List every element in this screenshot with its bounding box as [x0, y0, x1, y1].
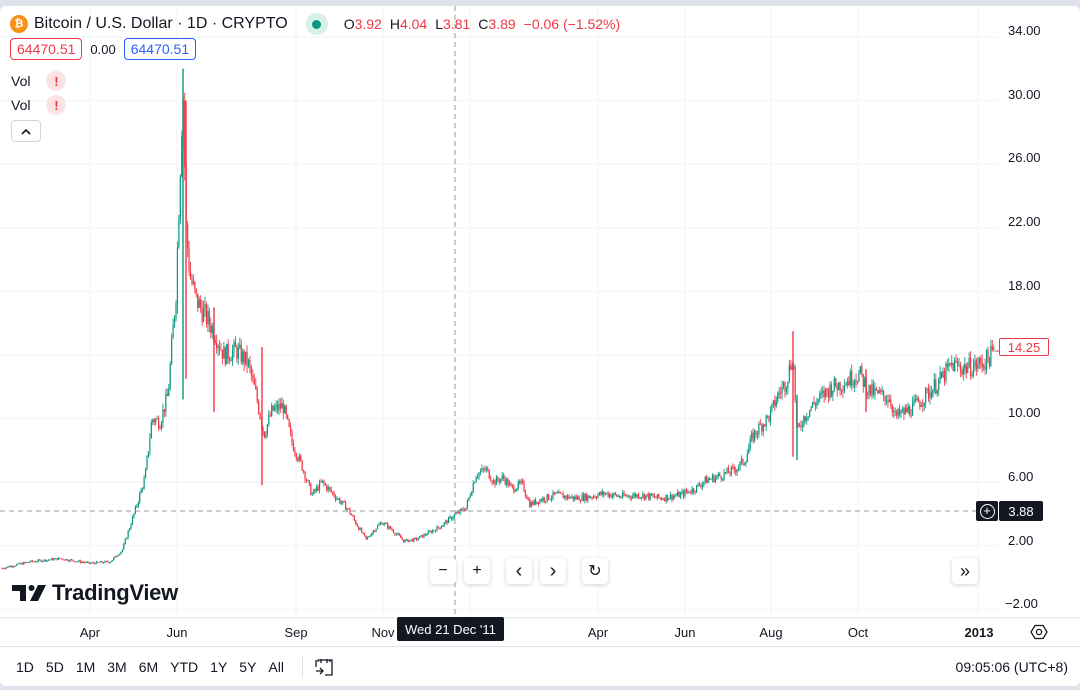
time-tick: Apr: [79, 625, 101, 640]
price-tick: 2.00: [1008, 533, 1034, 548]
plus-icon: +: [472, 562, 482, 579]
market-open-dot-icon: [312, 19, 322, 29]
open-value: 3.92: [354, 16, 382, 32]
price-tick: 34.00: [1008, 23, 1041, 38]
date-range-selector: 1D 5D 1M 3M 6M YTD 1Y 5Y All: [16, 655, 335, 678]
price-tick: 30.00: [1008, 87, 1041, 102]
price-tick: 6.00: [1008, 469, 1034, 484]
range-1d[interactable]: 1D: [16, 658, 34, 675]
price-chart-canvas[interactable]: [0, 6, 1080, 646]
time-tick: Aug: [759, 625, 783, 640]
open-label: O: [343, 16, 355, 32]
indicator-vol-1[interactable]: Vol !: [11, 71, 67, 91]
scroll-left-button[interactable]: ‹: [506, 558, 532, 584]
range-ytd[interactable]: YTD: [170, 658, 199, 675]
collapse-indicators-button[interactable]: [11, 120, 41, 142]
bid-ask-row: 64470.51 0.00 64470.51: [10, 38, 197, 60]
market-status-icon[interactable]: [305, 13, 328, 35]
change-value: −0.06 (−1.52%): [523, 16, 621, 32]
low-value: 3.81: [443, 16, 471, 32]
crosshair-date-label: Wed 21 Dec '11: [397, 617, 504, 641]
range-1y[interactable]: 1Y: [210, 658, 228, 675]
range-6m[interactable]: 6M: [138, 658, 159, 675]
tradingview-logo[interactable]: TradingView: [12, 580, 178, 606]
sell-price-button[interactable]: 64470.51: [10, 38, 83, 60]
scroll-to-latest-button[interactable]: »: [952, 558, 978, 584]
range-1m[interactable]: 1M: [75, 658, 96, 675]
time-tick: Apr: [587, 625, 609, 640]
spread-value: 0.00: [90, 41, 116, 57]
time-tick: Nov: [371, 625, 395, 640]
scroll-right-button[interactable]: ›: [540, 558, 566, 584]
go-to-date-calendar-icon[interactable]: [313, 656, 335, 678]
minus-icon: −: [438, 562, 448, 579]
crosshair-price-label: 3.88: [999, 501, 1043, 521]
symbol-title[interactable]: Bitcoin / U.S. Dollar · 1D · CRYPTO: [34, 15, 288, 32]
range-5d[interactable]: 5D: [45, 658, 64, 675]
logo-text: TradingView: [52, 580, 178, 605]
tradingview-mark-icon: [12, 585, 46, 601]
last-price-label: 14.25: [999, 338, 1049, 356]
close-value: 3.89: [488, 16, 516, 32]
price-tick: −2.00: [1005, 596, 1038, 611]
double-chevron-right-icon: »: [959, 560, 970, 581]
bottom-toolbar: 1D 5D 1M 3M 6M YTD 1Y 5Y All 09:05:06 (U…: [0, 646, 1080, 686]
chevron-up-icon: [21, 128, 31, 135]
warning-icon[interactable]: !: [46, 95, 67, 115]
close-label: C: [478, 16, 489, 32]
high-value: 4.04: [399, 16, 428, 32]
range-5y[interactable]: 5Y: [239, 658, 257, 675]
toolbar-divider: [301, 655, 303, 678]
chevron-right-icon: ›: [549, 560, 557, 582]
plus-circle-icon: +: [979, 503, 995, 519]
bitcoin-logo-icon: ₿: [10, 15, 28, 33]
time-tick: Jun: [674, 625, 696, 640]
low-label: L: [435, 16, 444, 32]
reset-icon: ↻: [588, 563, 602, 580]
chevron-left-icon: ‹: [515, 560, 523, 582]
timezone-clock[interactable]: 09:05:06 (UTC+8): [955, 658, 1068, 675]
chart-settings-icon[interactable]: [1030, 623, 1048, 641]
buy-price-button[interactable]: 64470.51: [123, 38, 197, 60]
price-tick: 26.00: [1008, 150, 1041, 165]
ohlc-values: O3.92 H4.04 L3.81 C3.89 −0.06 (−1.52%): [344, 16, 620, 32]
indicator-label: Vol: [11, 73, 31, 89]
time-tick: Oct: [847, 625, 869, 640]
price-tick: 10.00: [1008, 405, 1041, 420]
indicator-vol-2[interactable]: Vol !: [11, 95, 67, 115]
range-3m[interactable]: 3M: [107, 658, 127, 675]
time-tick-year: 2013: [964, 625, 994, 640]
add-alert-button[interactable]: +: [976, 501, 998, 521]
indicator-label: Vol: [11, 97, 31, 113]
price-tick: 22.00: [1008, 214, 1041, 229]
symbol-legend: ₿ Bitcoin / U.S. Dollar · 1D · CRYPTO O3…: [10, 12, 620, 36]
zoom-in-button[interactable]: +: [464, 558, 490, 584]
range-all[interactable]: All: [268, 658, 284, 675]
reset-chart-button[interactable]: ↻: [582, 558, 608, 584]
time-tick: Jun: [166, 625, 188, 640]
high-label: H: [389, 16, 400, 32]
price-tick: 18.00: [1008, 278, 1041, 293]
time-tick: Sep: [284, 625, 308, 640]
warning-icon[interactable]: !: [46, 71, 67, 91]
chart-window: ₿ Bitcoin / U.S. Dollar · 1D · CRYPTO O3…: [0, 6, 1080, 686]
zoom-out-button[interactable]: −: [430, 558, 456, 584]
